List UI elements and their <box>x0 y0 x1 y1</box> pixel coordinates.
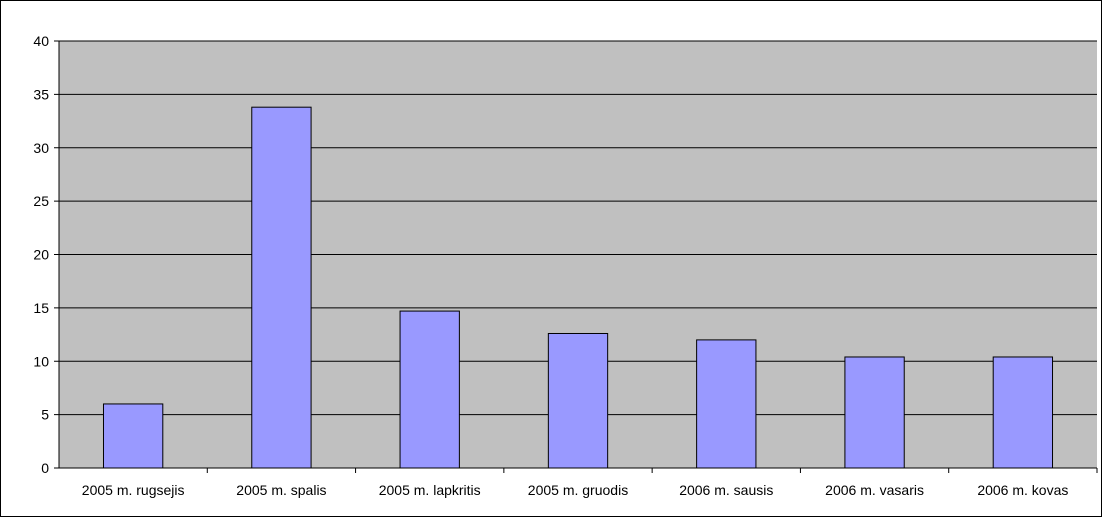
bar-4 <box>547 332 609 469</box>
x-tick-label: 2006 m. sausis <box>679 482 773 498</box>
x-tick-label: 2005 m. spalis <box>236 482 326 498</box>
y-tick-label: 20 <box>33 247 49 263</box>
y-tick-label: 15 <box>33 300 49 316</box>
bars <box>102 106 1054 469</box>
y-tick-label: 5 <box>41 407 49 423</box>
x-tick-label: 2006 m. kovas <box>977 482 1068 498</box>
axes <box>54 40 1098 473</box>
y-tick-labels: 0 5 10 15 20 25 30 35 40 <box>33 33 49 476</box>
y-tick-label: 30 <box>33 140 49 156</box>
y-tick-label: 0 <box>41 460 49 476</box>
bar-1 <box>102 403 164 469</box>
y-tick-label: 25 <box>33 193 49 209</box>
bar-6 <box>844 356 905 469</box>
y-tick-label: 40 <box>33 33 49 49</box>
x-tick-label: 2005 m. gruodis <box>528 482 628 498</box>
bar-3 <box>399 310 460 469</box>
bar-7 <box>992 356 1054 469</box>
x-tick-label: 2005 m. rugsejis <box>82 482 185 498</box>
y-tick-label: 10 <box>33 353 49 369</box>
x-tick-label: 2006 m. vasaris <box>825 482 924 498</box>
y-tick-label: 35 <box>33 86 49 102</box>
bar-2 <box>251 106 312 469</box>
x-tick-labels: 2005 m. rugsejis 2005 m. spalis 2005 m. la… <box>82 482 1069 498</box>
x-tick-label: 2005 m. lapkritis <box>379 482 481 498</box>
bar-5 <box>696 339 757 469</box>
